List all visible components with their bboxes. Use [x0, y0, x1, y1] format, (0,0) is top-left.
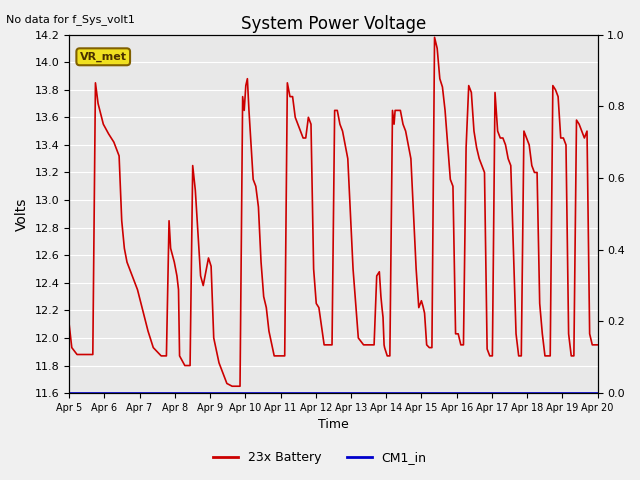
Legend: 23x Battery, CM1_in: 23x Battery, CM1_in: [208, 446, 432, 469]
Text: VR_met: VR_met: [80, 52, 127, 62]
Y-axis label: Volts: Volts: [15, 197, 29, 230]
Title: System Power Voltage: System Power Voltage: [241, 15, 426, 33]
Text: No data for f_Sys_volt1: No data for f_Sys_volt1: [6, 14, 135, 25]
X-axis label: Time: Time: [318, 419, 349, 432]
